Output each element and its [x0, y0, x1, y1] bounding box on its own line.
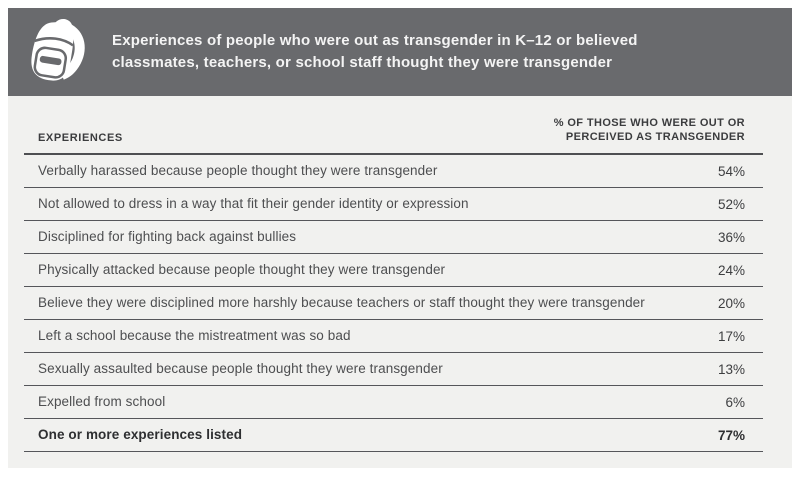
experience-label: Physically attacked because people thoug…	[38, 262, 446, 277]
table-row-total: One or more experiences listed 77%	[24, 419, 763, 452]
experience-label: Verbally harassed because people thought…	[38, 163, 438, 178]
page-title-line-2: classmates, teachers, or school staff th…	[112, 54, 613, 71]
table-row: Believe they were disciplined more harsh…	[24, 287, 763, 320]
experience-label: Expelled from school	[38, 394, 166, 409]
column-header-percent-line-1: % OF THOSE WHO WERE OUT OR	[553, 117, 745, 129]
table-row: Left a school because the mistreatment w…	[24, 320, 763, 353]
table-row: Not allowed to dress in a way that fit t…	[24, 188, 763, 221]
percent-value: 77%	[717, 427, 745, 443]
statistics-table: EXPERIENCES % OF THOSE WHO WERE OUT OR P…	[8, 96, 792, 468]
percent-value: 13%	[717, 361, 745, 377]
page-title-line-1: Experiences of people who were out as tr…	[112, 32, 638, 49]
table-row: Expelled from school 6%	[24, 386, 763, 419]
percent-value: 17%	[717, 328, 745, 344]
experience-label: Not allowed to dress in a way that fit t…	[38, 196, 469, 211]
column-header-percent: % OF THOSE WHO WERE OUT OR PERCEIVED AS …	[554, 116, 745, 144]
backpack-icon	[8, 10, 112, 94]
table-row: Disciplined for fighting back against bu…	[24, 221, 763, 254]
column-header-experiences: EXPERIENCES	[38, 132, 123, 144]
percent-value: 24%	[717, 262, 745, 278]
percent-value: 52%	[717, 196, 745, 212]
percent-value: 20%	[717, 295, 745, 311]
experience-label: Disciplined for fighting back against bu…	[38, 229, 297, 244]
table-header-row: EXPERIENCES % OF THOSE WHO WERE OUT OR P…	[24, 108, 763, 155]
percent-value: 6%	[725, 394, 745, 410]
experience-label: Left a school because the mistreatment w…	[38, 328, 351, 343]
table-row: Physically attacked because people thoug…	[24, 254, 763, 287]
experience-label: Sexually assaulted because people though…	[38, 361, 443, 376]
experience-label: Believe they were disciplined more harsh…	[38, 295, 645, 310]
table-row: Sexually assaulted because people though…	[24, 353, 763, 386]
experience-label: One or more experiences listed	[38, 427, 243, 442]
table-row: Verbally harassed because people thought…	[24, 155, 763, 188]
percent-value: 36%	[717, 229, 745, 245]
page-title: Experiences of people who were out as tr…	[112, 30, 658, 74]
column-header-percent-line-2: PERCEIVED AS TRANSGENDER	[565, 131, 745, 143]
percent-value: 54%	[717, 163, 745, 179]
title-banner: Experiences of people who were out as tr…	[8, 8, 792, 96]
